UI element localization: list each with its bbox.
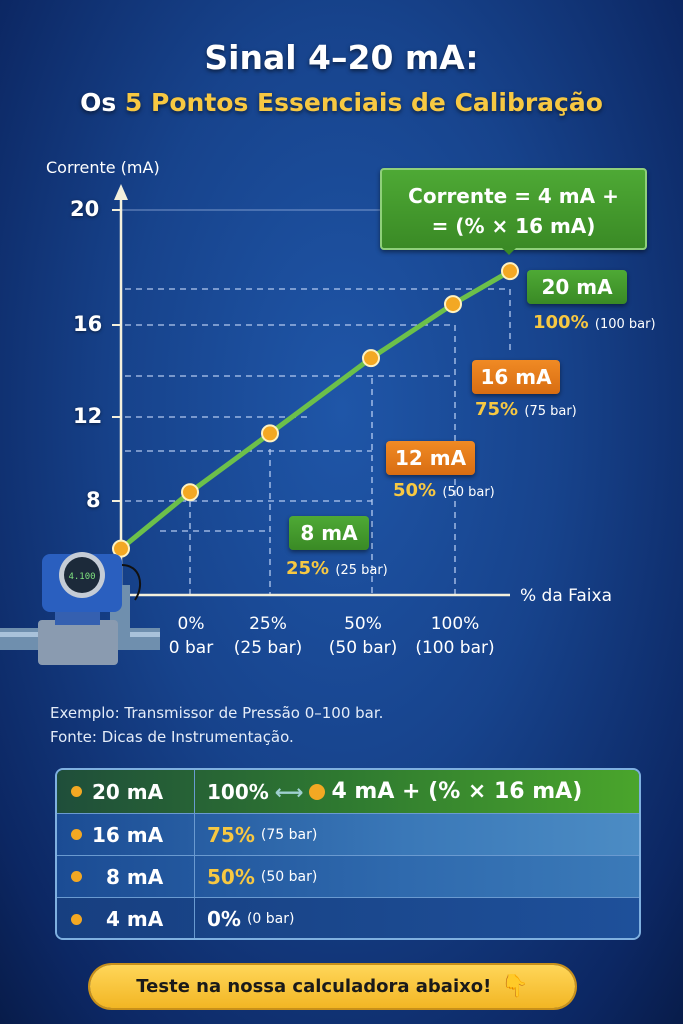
page-subtitle: Os 5 Pontos Essenciais de Calibração — [0, 88, 683, 117]
row-pct: 50% — [207, 864, 255, 889]
minus-bullet-icon — [309, 783, 326, 800]
row-bar: (75 bar) — [260, 826, 318, 843]
row-current: 8 mA — [106, 864, 164, 889]
y-tick-label: 20 — [70, 197, 100, 221]
x-tick-pct: 100% — [430, 614, 480, 634]
subtitle-prefix: Os — [80, 88, 125, 117]
x-tick-bar: (25 bar) — [233, 638, 303, 658]
bullet-icon — [71, 871, 82, 882]
x-tick-pct: 50% — [344, 614, 382, 634]
callout-8ma-pct: 25% (25 bar) — [286, 558, 388, 579]
cta-label: Teste na nossa calculadora abaixo! — [136, 976, 492, 997]
data-point — [181, 483, 199, 502]
table-row: 16 mA 75% (75 bar) — [57, 814, 639, 856]
calculator-cta-button[interactable]: Teste na nossa calculadora abaixo! 👇 — [90, 965, 575, 1008]
example-note: Exemplo: Transmissor de Pressão 0–100 ba… — [50, 704, 384, 722]
x-tick-pct: 25% — [249, 614, 287, 634]
row-current: 4 mA — [106, 907, 164, 931]
table-row: 20 mA 100% ⟷ 4 mA + (% × 16 mA) — [57, 770, 639, 814]
data-point — [112, 539, 130, 558]
x-tick-label: 100% (100 bar) — [405, 612, 505, 660]
pointing-down-hand-icon: 👇 — [501, 974, 529, 999]
double-arrow-icon: ⟷ — [274, 779, 304, 804]
formula-line-2: = (% × 16 mA) — [431, 214, 596, 238]
row-current: 20 mA — [92, 779, 164, 804]
row-pct: 0% — [207, 907, 241, 931]
y-axis-arrow-icon — [114, 184, 128, 200]
x-tick-bar: (100 bar) — [415, 638, 495, 658]
x-axis-label: % da Faixa — [520, 586, 613, 606]
x-tick-label: 0% 0 bar — [141, 612, 241, 660]
x-tick-bar: (50 bar) — [328, 638, 398, 658]
summary-table: 20 mA 100% ⟷ 4 mA + (% × 16 mA) 16 mA 75% (… — [55, 768, 641, 940]
data-point — [501, 262, 519, 281]
callout-12ma: 12 mA — [386, 441, 475, 475]
series-line — [118, 268, 513, 552]
table-row: 4 mA 0% (0 bar) — [57, 898, 639, 938]
callout-16ma-pct: 75% (75 bar) — [475, 399, 577, 420]
callout-20ma-pct: 100% (100 bar) — [533, 312, 656, 333]
row-pct: 100% — [207, 779, 269, 804]
bullet-icon — [71, 913, 82, 925]
pressure-transmitter-icon: 4.100 — [0, 552, 160, 665]
row-current: 16 mA — [92, 822, 164, 847]
row-pct: 75% — [207, 822, 255, 847]
source-note: Fonte: Dicas de Instrumentação. — [50, 728, 294, 746]
data-point — [362, 349, 380, 368]
formula-callout: Corrente = 4 mA + = (% × 16 mA) — [380, 168, 647, 255]
x-tick-bar: 0 bar — [168, 638, 214, 658]
device-display: 4.100 — [68, 572, 95, 582]
x-tick-pct: 0% — [177, 614, 205, 634]
data-point — [444, 295, 462, 314]
callout-20ma: 20 mA — [527, 270, 627, 304]
table-row: 8 mA 50% (50 bar) — [57, 856, 639, 898]
y-tick-label: 12 — [73, 404, 103, 428]
row-formula: 4 mA + (% × 16 mA) — [331, 779, 583, 804]
y-axis-label: Corrente (mA) — [46, 158, 160, 177]
row-bar: (0 bar) — [246, 911, 295, 927]
y-tick-label: 16 — [73, 312, 103, 336]
subtitle-highlight: 5 Pontos Essenciais de Calibração — [124, 88, 603, 117]
formula-line-1: Corrente = 4 mA + — [408, 184, 619, 208]
y-tick-marks — [112, 209, 121, 502]
y-tick-label: 8 — [86, 488, 101, 512]
callout-8ma: 8 mA — [289, 516, 369, 550]
page-title: Sinal 4–20 mA: — [204, 38, 479, 77]
callout-16ma: 16 mA — [472, 360, 560, 394]
bullet-icon — [71, 786, 82, 797]
bullet-icon — [71, 829, 82, 840]
row-bar: (50 bar) — [260, 868, 318, 885]
x-tick-label: 50% (50 bar) — [313, 612, 413, 660]
callout-12ma-pct: 50% (50 bar) — [393, 480, 495, 501]
x-tick-label: 25% (25 bar) — [218, 612, 318, 660]
data-point — [261, 424, 279, 443]
